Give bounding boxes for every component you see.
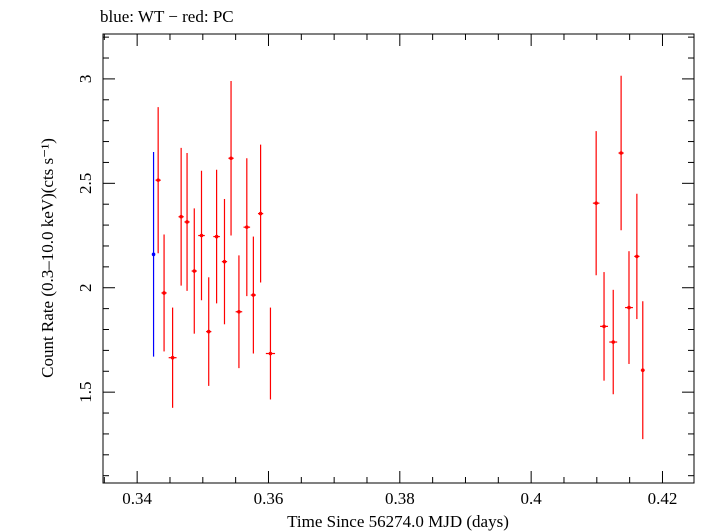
y-tick-label: 3 [76, 75, 95, 84]
pc-point-marker [185, 220, 189, 224]
pc-data-point [228, 80, 234, 236]
pc-data-point [265, 307, 276, 400]
plot-frame [102, 33, 695, 484]
pc-point-marker [268, 351, 273, 356]
x-axis-label: Time Since 56274.0 MJD (days) [287, 512, 509, 531]
wt-data-point [151, 151, 156, 357]
pc-data-point [640, 301, 645, 440]
y-tick-labels: 1.5 2 2.5 3 [76, 75, 95, 403]
pc-data-point [184, 153, 190, 291]
x-tick-label: 0.36 [254, 489, 284, 508]
pc-point-marker [640, 368, 645, 373]
wt-point-marker [151, 252, 156, 257]
data-series [151, 75, 645, 440]
pc-data-point [198, 170, 205, 301]
pc-data-point [206, 277, 212, 386]
y-tick-label: 2 [76, 283, 95, 292]
pc-point-marker [251, 293, 256, 297]
x-tick-labels: 0.34 0.36 0.38 0.4 0.42 [122, 489, 677, 508]
pc-data-point [213, 169, 220, 304]
pc-point-marker [594, 201, 598, 205]
y-tick-label: 1.5 [76, 382, 95, 403]
chart-title: blue: WT − red: PC [100, 7, 234, 26]
pc-point-marker [162, 291, 166, 295]
pc-point-marker [206, 329, 211, 334]
pc-point-marker [258, 211, 263, 216]
pc-data-point [243, 158, 251, 297]
pc-data-point [257, 144, 264, 283]
pc-point-marker [627, 305, 631, 310]
pc-point-marker [170, 355, 175, 360]
pc-point-marker [199, 233, 204, 238]
pc-data-point [600, 272, 608, 381]
x-tick-label: 0.38 [385, 489, 415, 508]
pc-point-marker [245, 225, 249, 229]
pc-point-marker [229, 156, 233, 161]
pc-data-point [168, 307, 177, 408]
y-axis-label: Count Rate (0.3–10.0 keV)(cts s⁻¹) [38, 138, 57, 378]
pc-data-point [250, 236, 257, 354]
pc-data-point [618, 75, 624, 231]
pc-data-point [634, 193, 640, 320]
pc-point-marker [156, 178, 160, 182]
x-tick-label: 0.34 [122, 489, 152, 508]
pc-data-point [155, 107, 161, 254]
pc-data-point [235, 255, 243, 369]
axis-ticks [103, 34, 694, 483]
pc-data-point [625, 251, 633, 364]
pc-point-marker [611, 340, 616, 344]
pc-data-point [592, 131, 600, 276]
pc-point-marker [192, 269, 197, 273]
x-tick-label: 0.42 [648, 489, 678, 508]
pc-point-marker [222, 259, 227, 264]
pc-point-marker [214, 234, 219, 239]
pc-point-marker [237, 309, 241, 314]
pc-data-point [609, 289, 618, 395]
y-tick-label: 2.5 [76, 173, 95, 194]
pc-point-marker [635, 254, 639, 259]
pc-data-point [161, 234, 167, 352]
pc-point-marker [602, 324, 606, 329]
pc-point-marker [179, 214, 183, 219]
pc-data-point [178, 147, 184, 286]
x-tick-label: 0.4 [521, 489, 543, 508]
pc-point-marker [619, 151, 623, 155]
pc-data-point [221, 198, 228, 325]
series-wt [151, 151, 156, 357]
series-pc [155, 75, 645, 440]
pc-data-point [191, 208, 197, 334]
